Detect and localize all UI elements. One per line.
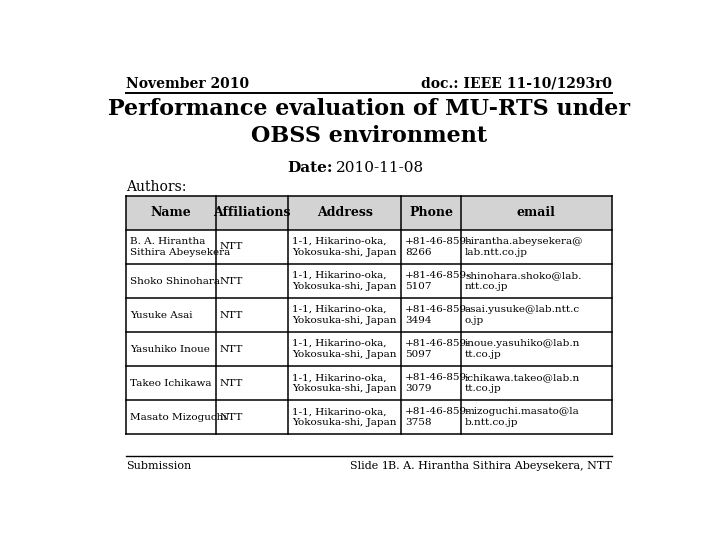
Text: Affiliations: Affiliations xyxy=(213,206,291,219)
Text: B. A. Hirantha Sithira Abeysekera, NTT: B. A. Hirantha Sithira Abeysekera, NTT xyxy=(388,461,612,471)
Text: +81-46-859-
8266: +81-46-859- 8266 xyxy=(405,237,471,257)
Text: asai.yusuke@lab.ntt.c
o.jp: asai.yusuke@lab.ntt.c o.jp xyxy=(465,305,580,325)
Text: Date:: Date: xyxy=(287,161,333,175)
Text: hirantha.abeysekera@
lab.ntt.co.jp: hirantha.abeysekera@ lab.ntt.co.jp xyxy=(465,237,583,257)
Text: Submission: Submission xyxy=(126,461,192,471)
Text: +81-46-859-
3079: +81-46-859- 3079 xyxy=(405,373,471,393)
Text: Address: Address xyxy=(317,206,373,219)
Text: ichikawa.takeo@lab.n
tt.co.jp: ichikawa.takeo@lab.n tt.co.jp xyxy=(465,373,580,393)
Text: Yusuke Asai: Yusuke Asai xyxy=(130,310,193,320)
Text: 1-1, Hikarino-oka,
Yokosuka-shi, Japan: 1-1, Hikarino-oka, Yokosuka-shi, Japan xyxy=(292,237,397,257)
Text: Shoko Shinohara: Shoko Shinohara xyxy=(130,276,220,286)
Text: 2010-11-08: 2010-11-08 xyxy=(336,161,423,175)
Text: NTT: NTT xyxy=(220,413,243,422)
Text: 1-1, Hikarino-oka,
Yokosuka-shi, Japan: 1-1, Hikarino-oka, Yokosuka-shi, Japan xyxy=(292,373,397,393)
Text: 1-1, Hikarino-oka,
Yokosuka-shi, Japan: 1-1, Hikarino-oka, Yokosuka-shi, Japan xyxy=(292,271,397,291)
Text: 1-1, Hikarino-oka,
Yokosuka-shi, Japan: 1-1, Hikarino-oka, Yokosuka-shi, Japan xyxy=(292,305,397,325)
Text: Takeo Ichikawa: Takeo Ichikawa xyxy=(130,379,212,388)
Text: +81-46-859-
3494: +81-46-859- 3494 xyxy=(405,305,471,325)
Text: shinohara.shoko@lab.
ntt.co.jp: shinohara.shoko@lab. ntt.co.jp xyxy=(465,271,581,291)
Text: Masato Mizoguchi: Masato Mizoguchi xyxy=(130,413,227,422)
Text: Yasuhiko Inoue: Yasuhiko Inoue xyxy=(130,345,210,354)
Text: Name: Name xyxy=(150,206,192,219)
Text: Authors:: Authors: xyxy=(126,180,186,194)
Text: NTT: NTT xyxy=(220,242,243,252)
Text: +81-46-859-
5097: +81-46-859- 5097 xyxy=(405,339,471,359)
Text: Phone: Phone xyxy=(409,206,453,219)
Text: NTT: NTT xyxy=(220,379,243,388)
Text: Performance evaluation of MU-RTS under
OBSS environment: Performance evaluation of MU-RTS under O… xyxy=(108,98,630,147)
Text: +81-46-859-
3758: +81-46-859- 3758 xyxy=(405,407,471,428)
Text: doc.: IEEE 11-10/1293r0: doc.: IEEE 11-10/1293r0 xyxy=(420,77,612,91)
Text: inoue.yasuhiko@lab.n
tt.co.jp: inoue.yasuhiko@lab.n tt.co.jp xyxy=(465,339,580,359)
Text: 1-1, Hikarino-oka,
Yokosuka-shi, Japan: 1-1, Hikarino-oka, Yokosuka-shi, Japan xyxy=(292,339,397,359)
Text: Slide 1: Slide 1 xyxy=(350,461,388,471)
Text: NTT: NTT xyxy=(220,310,243,320)
Text: 1-1, Hikarino-oka,
Yokosuka-shi, Japan: 1-1, Hikarino-oka, Yokosuka-shi, Japan xyxy=(292,407,397,428)
Text: November 2010: November 2010 xyxy=(126,77,249,91)
Text: mizoguchi.masato@la
b.ntt.co.jp: mizoguchi.masato@la b.ntt.co.jp xyxy=(465,407,580,428)
Text: B. A. Hirantha
Sithira Abeysekera: B. A. Hirantha Sithira Abeysekera xyxy=(130,237,230,257)
Text: email: email xyxy=(517,206,556,219)
Text: +81-46-859-
5107: +81-46-859- 5107 xyxy=(405,271,471,291)
Text: NTT: NTT xyxy=(220,345,243,354)
Bar xyxy=(126,196,612,230)
Bar xyxy=(126,230,612,435)
Text: NTT: NTT xyxy=(220,276,243,286)
